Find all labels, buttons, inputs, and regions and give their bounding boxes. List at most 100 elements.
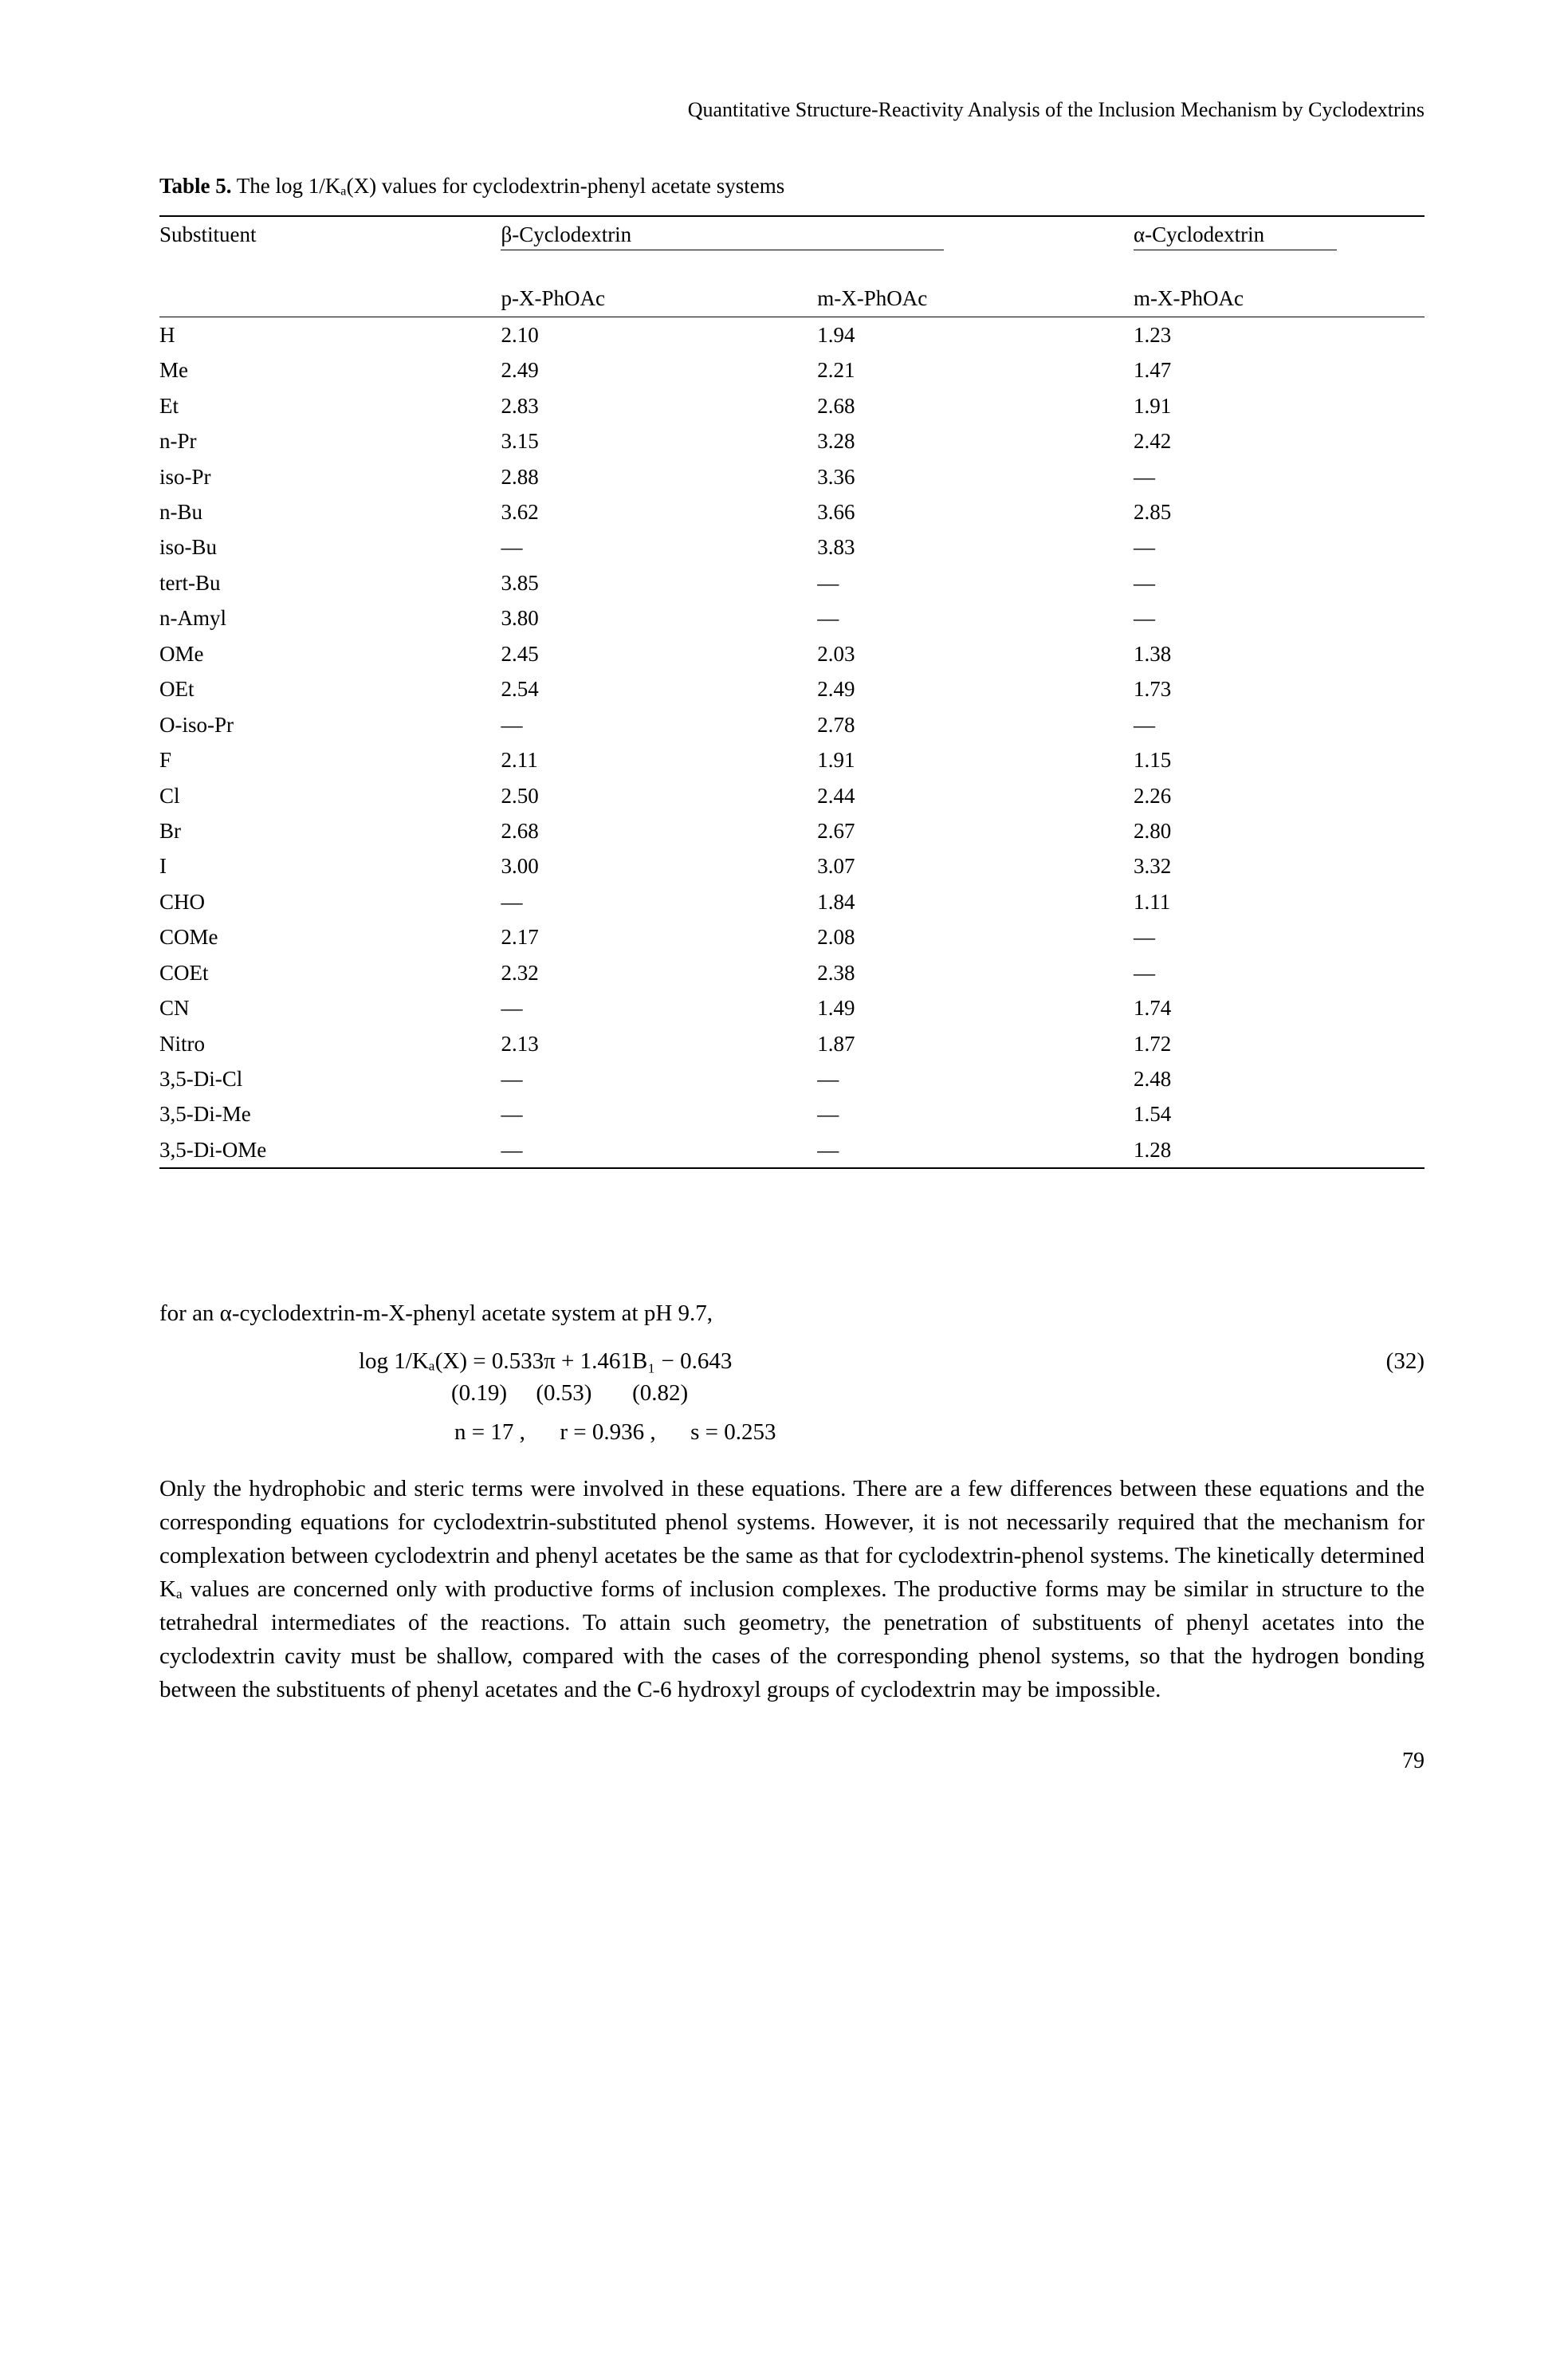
table-cell: — [1134,459,1425,494]
table-cell: 3.07 [817,848,1134,883]
table-cell: 2.26 [1134,778,1425,813]
table-row: CN—1.491.74 [159,990,1425,1025]
th-beta-label: β-Cyclodextrin [501,222,631,246]
table-cell: 1.49 [817,990,1134,1025]
table-caption-label: Table 5. [159,174,232,198]
table-cell: — [501,884,817,919]
table-cell: — [1134,707,1425,742]
table-cell: 2.85 [1134,494,1425,529]
table-row: Cl2.502.442.26 [159,778,1425,813]
table-cell: 2.50 [501,778,817,813]
main-paragraph: Only the hydrophobic and steric terms we… [159,1472,1425,1706]
table-cell: — [817,1061,1134,1096]
table-cell: 1.23 [1134,317,1425,352]
table-row: F2.111.911.15 [159,742,1425,777]
table-cell: 3.32 [1134,848,1425,883]
table-row: n-Amyl3.80—— [159,600,1425,635]
table-cell: 3.66 [817,494,1134,529]
table-cell: 2.49 [817,671,1134,706]
data-table: Substituent β-Cyclodextrin α-Cyclodextri… [159,215,1425,1170]
table-cell: 1.73 [1134,671,1425,706]
table-cell: 1.94 [817,317,1134,352]
th-alpha-label: α-Cyclodextrin [1134,222,1264,246]
table-cell: I [159,848,501,883]
table-cell: iso-Pr [159,459,501,494]
table-cell: COMe [159,919,501,954]
table-cell: 3.15 [501,423,817,458]
table-row: 3,5-Di-OMe——1.28 [159,1132,1425,1168]
spanner-rule [501,249,943,250]
table-cell: 1.91 [817,742,1134,777]
table-cell: — [817,1096,1134,1131]
table-cell: 3,5-Di-Cl [159,1061,501,1096]
equation-block: log 1/Kₐ(X) = 0.533π + 1.461B₁ − 0.643 (… [159,1346,1425,1447]
equation-stats: n = 17 , r = 0.936 , s = 0.253 [454,1417,1425,1448]
table-row: Br2.682.672.80 [159,813,1425,848]
table-cell: 3.83 [817,529,1134,565]
table-cell: — [1134,600,1425,635]
table-cell: 1.84 [817,884,1134,919]
table-body: H2.101.941.23Me2.492.211.47Et2.832.681.9… [159,317,1425,1168]
table-caption: Table 5. The log 1/Kₐ(X) values for cycl… [159,171,1425,200]
table-cell: 1.47 [1134,352,1425,388]
table-cell: n-Bu [159,494,501,529]
table-cell: F [159,742,501,777]
table-cell: — [817,1132,1134,1168]
table-row: COEt2.322.38— [159,955,1425,990]
table-cell: 3.28 [817,423,1134,458]
table-cell: 2.67 [817,813,1134,848]
equation-main: log 1/Kₐ(X) = 0.533π + 1.461B₁ − 0.643 [359,1346,1361,1377]
table-cell: 2.17 [501,919,817,954]
table-cell: n-Amyl [159,600,501,635]
table-cell: 2.32 [501,955,817,990]
table-cell: 2.13 [501,1026,817,1061]
table-cell: H [159,317,501,352]
table-cell: 2.49 [501,352,817,388]
table-cell: Et [159,388,501,423]
table-cell: — [501,529,817,565]
table-row: Nitro2.131.871.72 [159,1026,1425,1061]
table-cell: Nitro [159,1026,501,1061]
table-caption-text: The log 1/Kₐ(X) values for cyclodextrin-… [232,174,785,198]
table-row: CHO—1.841.11 [159,884,1425,919]
equation-errors: (0.19) (0.53) (0.82) [359,1378,1425,1409]
table-cell: 2.54 [501,671,817,706]
table-cell: 2.08 [817,919,1134,954]
table-row: n-Pr3.153.282.42 [159,423,1425,458]
table-cell: 3,5-Di-Me [159,1096,501,1131]
table-row: 3,5-Di-Me——1.54 [159,1096,1425,1131]
table-cell: — [817,565,1134,600]
table-cell: OMe [159,636,501,671]
table-cell: — [1134,529,1425,565]
table-cell: 2.80 [1134,813,1425,848]
table-cell: — [501,707,817,742]
th-p-x: p-X-PhOAc [501,281,817,317]
table-cell: Br [159,813,501,848]
th-beta: β-Cyclodextrin [501,216,1134,281]
table-cell: 2.10 [501,317,817,352]
table-cell: 3,5-Di-OMe [159,1132,501,1168]
table-row: Et2.832.681.91 [159,388,1425,423]
table-cell: 1.54 [1134,1096,1425,1131]
spanner-rule [1134,249,1338,250]
running-header: Quantitative Structure-Reactivity Analys… [159,96,1425,124]
table-cell: 2.44 [817,778,1134,813]
table-row: COMe2.172.08— [159,919,1425,954]
equation-number: (32) [1361,1346,1425,1377]
table-cell: — [501,1096,817,1131]
table-cell: — [501,990,817,1025]
table-cell: 1.38 [1134,636,1425,671]
table-cell: 2.03 [817,636,1134,671]
table-cell: — [1134,565,1425,600]
table-row: OEt2.542.491.73 [159,671,1425,706]
table-cell: 3.80 [501,600,817,635]
table-cell: COEt [159,955,501,990]
table-cell: O-iso-Pr [159,707,501,742]
table-cell: CN [159,990,501,1025]
table-cell: 1.87 [817,1026,1134,1061]
table-cell: OEt [159,671,501,706]
table-cell: 2.38 [817,955,1134,990]
table-cell: 3.85 [501,565,817,600]
table-cell: 1.15 [1134,742,1425,777]
th-alpha: α-Cyclodextrin [1134,216,1425,281]
